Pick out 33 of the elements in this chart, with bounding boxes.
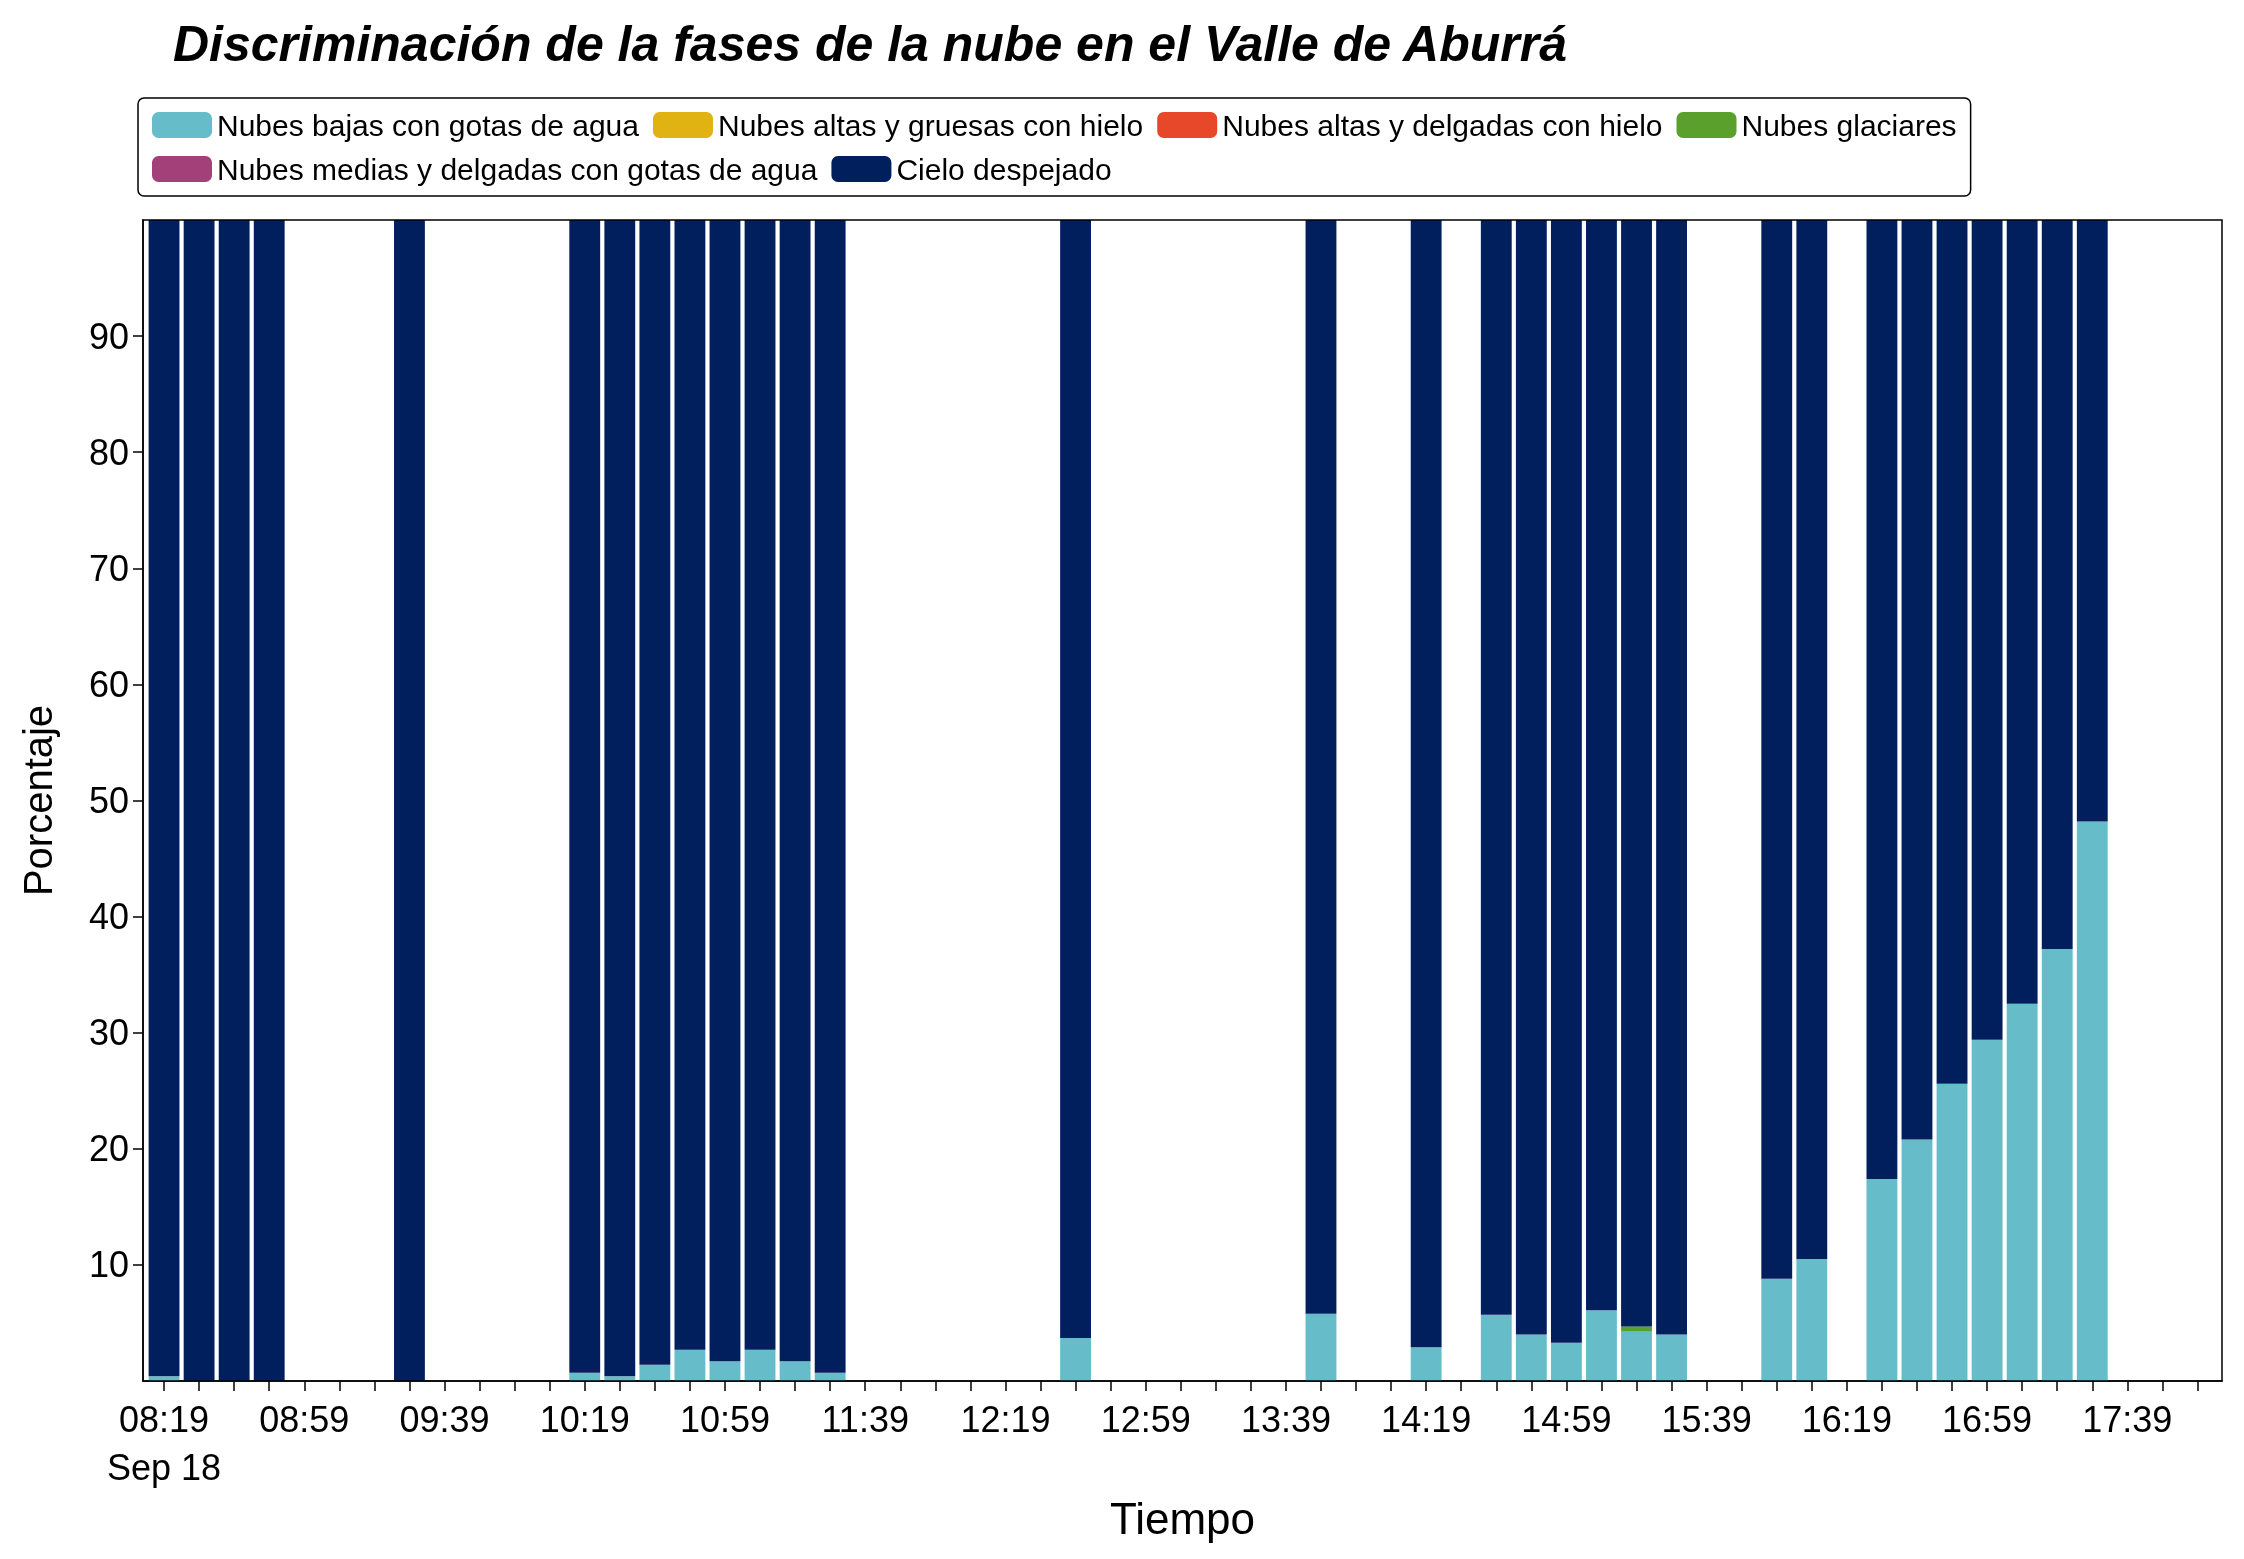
x-tick-label: 10:19 [539,1398,630,1440]
y-tick-label: 60 [88,663,129,705]
x-tick-label: 14:19 [1381,1398,1472,1440]
x-tick-label: 09:39 [399,1398,490,1440]
x-tick-label: 11:39 [821,1398,909,1440]
legend-label: Nubes glaciares [1741,108,1957,142]
y-axis-title: Porcentaje [16,704,60,897]
x-tick-label: 17:39 [2082,1398,2173,1440]
x-tick-label: 13:39 [1240,1398,1331,1440]
y-tick-label: 70 [88,547,129,589]
x-axis-title: Tiempo [1109,1493,1256,1543]
x-tick-label: 12:59 [1100,1398,1191,1440]
y-tick-label: 80 [88,431,129,473]
y-tick-label: 20 [88,1128,129,1170]
legend-label: Nubes altas y gruesas con hielo [717,108,1144,142]
y-tick-label: 30 [88,1012,129,1054]
x-tick-label: 12:19 [960,1398,1051,1440]
x-tick-label: 08:59 [259,1398,350,1440]
y-tick-label: 10 [88,1244,129,1286]
legend-label: Nubes altas y delgadas con hielo [1222,108,1663,142]
legend-label: Cielo despejado [896,152,1112,186]
x-tick-label: 16:59 [1942,1398,2033,1440]
x-tick-label: 15:39 [1661,1398,1752,1440]
legend-label: Nubes medias y delgadas con gotas de agua [217,152,818,186]
x-tick-label: 16:19 [1801,1398,1892,1440]
chart-title: Discriminación de la fases de la nube en el Valle de Aburrá [173,16,1568,72]
y-tick-label: 50 [88,780,129,821]
legend-label: Nubes bajas con gotas de agua [217,108,640,142]
y-tick-label: 90 [88,315,129,357]
x-tick-label: 10:59 [679,1398,771,1440]
x-tick-label: 14:59 [1521,1398,1612,1440]
y-tick-label: 40 [88,896,129,938]
x-tick-label: 08:19 Sep 18 [106,1398,222,1488]
